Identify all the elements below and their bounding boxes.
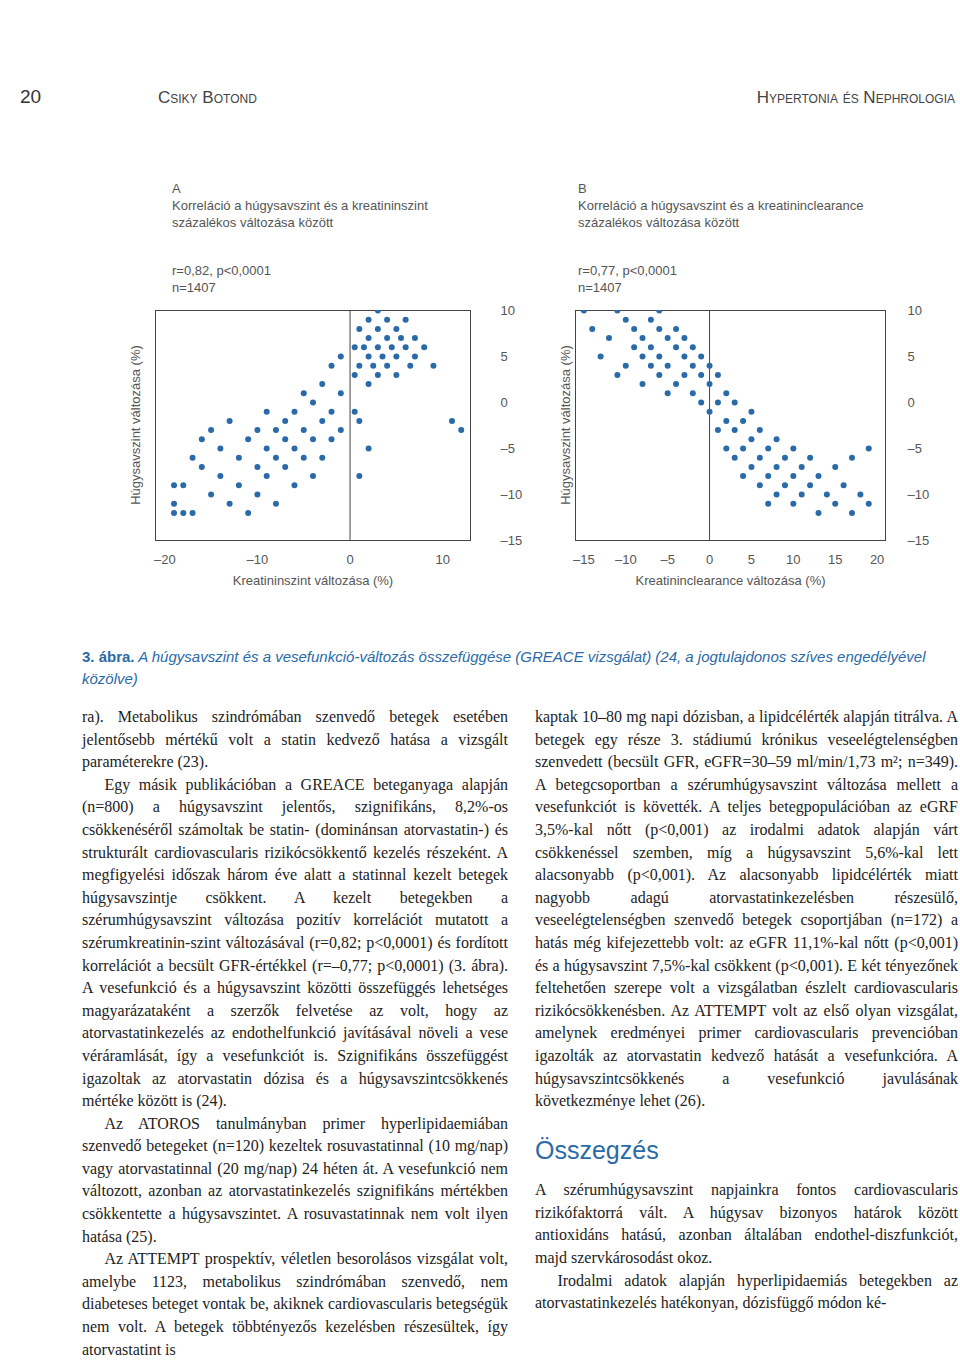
svg-text:10: 10 xyxy=(501,303,515,318)
svg-text:0: 0 xyxy=(346,552,353,567)
html-text:Hypertonia és Nephrologia: Hypertonia és Nephrologia xyxy=(756,88,955,107)
html-text:20: 20 xyxy=(20,86,42,107)
html-text:B: B xyxy=(578,181,587,196)
svg-text:15: 15 xyxy=(828,552,842,567)
html-text:Húgysavszint változása (%): Húgysavszint változása (%) xyxy=(127,345,143,505)
html-text:A: A xyxy=(172,181,181,196)
svg-text:–15: –15 xyxy=(501,533,523,548)
html-text:Összegzés: Összegzés xyxy=(535,1135,659,1164)
svg-text:–10: –10 xyxy=(247,552,269,567)
html-text:Húgysavszint változása (%): Húgysavszint változása (%) xyxy=(557,345,573,505)
html-text:A szérumhúgysavszint napjainkr: A szérumhúgysavszint napjainkra fontos c… xyxy=(535,1181,958,1267)
html-text:Korreláció a húgysavszint és a: Korreláció a húgysavszint és a kreatinin… xyxy=(578,198,864,230)
svg-text:10: 10 xyxy=(908,303,922,318)
svg-text:–15: –15 xyxy=(908,533,930,548)
svg-text:Kreatininszint változása (%): Kreatininszint változása (%) xyxy=(233,573,393,588)
html-text:r=0,77, p<0,0001: r=0,77, p<0,0001 xyxy=(578,263,677,278)
svg-text:0: 0 xyxy=(501,395,508,410)
html-text:n=1407: n=1407 xyxy=(578,280,622,295)
svg-text:0: 0 xyxy=(908,395,915,410)
html-text:Korreláció a húgysavszint és a: Korreláció a húgysavszint és a kreatinin… xyxy=(172,198,428,230)
svg-text:–5: –5 xyxy=(501,441,515,456)
svg-text:–5: –5 xyxy=(660,552,674,567)
html-text:r=0,82, p<0,0001: r=0,82, p<0,0001 xyxy=(172,263,271,278)
html-text:Az ATTEMPT prospektív, véletle: Az ATTEMPT prospektív, véletlen besorolá… xyxy=(82,1250,508,1358)
html-text:Csiky Botond: Csiky Botond xyxy=(158,88,257,107)
html-text:3. ábra. A húgysavszint és a v: 3. ábra. A húgysavszint és a vesefunkció… xyxy=(82,648,926,687)
html-text:Egy másik publikációban a GREA: Egy másik publikációban a GREACE betegan… xyxy=(82,775,508,1110)
html-text:Irodalmi adatok alapján hyperl: Irodalmi adatok alapján hyperlipidaemiás… xyxy=(535,1271,958,1312)
svg-text:–10: –10 xyxy=(501,487,523,502)
svg-text:Kreatininclearance változása (: Kreatininclearance változása (%) xyxy=(635,573,825,588)
svg-text:–10: –10 xyxy=(908,487,930,502)
svg-text:0: 0 xyxy=(706,552,713,567)
html-text:Az ATOROS tanulmányban primer: Az ATOROS tanulmányban primer hyperlipid… xyxy=(82,1114,508,1245)
svg-text:–20: –20 xyxy=(154,552,176,567)
svg-text:–15: –15 xyxy=(573,552,595,567)
svg-text:–10: –10 xyxy=(615,552,637,567)
svg-text:10: 10 xyxy=(435,552,449,567)
html-text:ra). Metabolikus szindrómában: ra). Metabolikus szindrómában szenvedő b… xyxy=(82,708,508,771)
svg-text:5: 5 xyxy=(501,349,508,364)
svg-text:10: 10 xyxy=(786,552,800,567)
html-text:kaptak 10–80 mg napi dózisban,: kaptak 10–80 mg napi dózisban, a lipidcé… xyxy=(535,708,958,1110)
svg-text:5: 5 xyxy=(748,552,755,567)
svg-text:5: 5 xyxy=(908,349,915,364)
html-text:n=1407: n=1407 xyxy=(172,280,216,295)
svg-text:–5: –5 xyxy=(908,441,922,456)
svg-text:20: 20 xyxy=(870,552,884,567)
